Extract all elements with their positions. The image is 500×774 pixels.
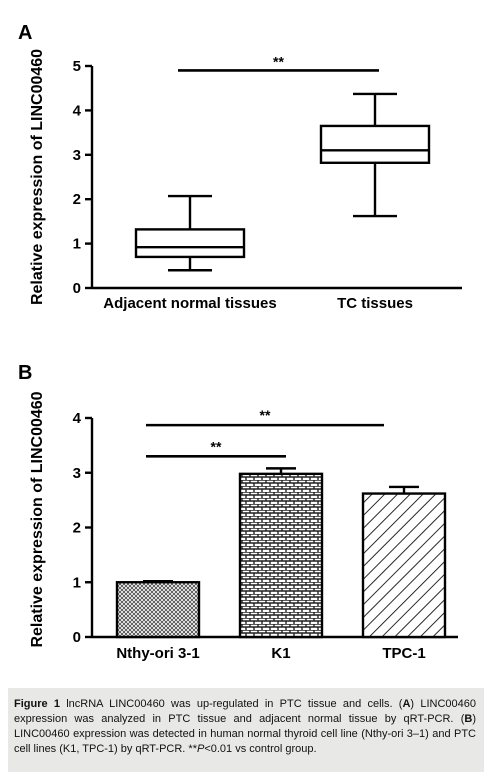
- y-tick-label: 2: [73, 191, 81, 208]
- caption-label-b: B: [464, 713, 473, 725]
- caption-title: lncRNA LINC00460 was up-regulated in PTC…: [59, 698, 403, 710]
- y-tick-label: 0: [73, 280, 81, 297]
- y-tick-label: 5: [73, 58, 81, 75]
- bar-chart-panel-b: 0 1 2 3 4 Relative expression of LINC00460 Nth…: [29, 391, 458, 662]
- category-label: TC tissues: [337, 295, 413, 312]
- significance-label: **: [260, 407, 271, 423]
- caption-text-b: ) LINC00460 expression was detected in h…: [14, 713, 476, 755]
- caption-background: [8, 688, 484, 772]
- y-tick-label: 4: [73, 410, 82, 427]
- significance-label: **: [211, 438, 222, 454]
- y-axis-label: Relative expression of LINC00460: [29, 391, 46, 647]
- bar-rect: [238, 472, 324, 639]
- figure-caption: Figure 1 lncRNA LINC00460 was up-regulat…: [14, 697, 476, 757]
- y-tick-label: 1: [73, 574, 81, 591]
- caption-p-rest: <0.01 vs control group.: [204, 743, 317, 755]
- box-iqr: [134, 228, 246, 259]
- category-label: Adjacent normal tissues: [103, 295, 276, 312]
- bar-rect: [361, 492, 447, 639]
- bar-2: [238, 467, 324, 639]
- panel-b-label: B: [18, 362, 33, 384]
- caption-p-italic: P: [196, 743, 205, 755]
- y-tick-label: 1: [73, 236, 81, 253]
- y-tick-label: 0: [73, 629, 81, 646]
- y-tick-label: 3: [73, 147, 81, 164]
- box-2: [319, 92, 431, 218]
- caption-label-a: A: [402, 698, 411, 710]
- y-tick-label: 4: [73, 102, 82, 119]
- category-label: TPC-1: [382, 645, 425, 662]
- bar-3: [361, 485, 447, 639]
- significance-label: **: [273, 53, 284, 69]
- panel-a-label: A: [18, 22, 33, 44]
- y-tick-label: 3: [73, 465, 81, 482]
- caption-figure-label: Figure 1: [14, 698, 60, 710]
- bar-1: [115, 579, 201, 639]
- box-iqr: [319, 124, 431, 164]
- bar-rect: [115, 581, 201, 639]
- caption-text-a: ) LINC00460 expression was analyzed in P…: [14, 698, 476, 725]
- box-plot-panel-a: 0 1 2 3 4 5 Relative expression of LINC00460 Ad…: [29, 49, 462, 312]
- category-label: K1: [271, 645, 290, 662]
- y-tick-label: 2: [73, 520, 81, 537]
- y-axis-label: Relative expression of LINC00460: [29, 49, 46, 305]
- category-label: Nthy-ori 3-1: [116, 645, 199, 662]
- box-1: [134, 194, 246, 272]
